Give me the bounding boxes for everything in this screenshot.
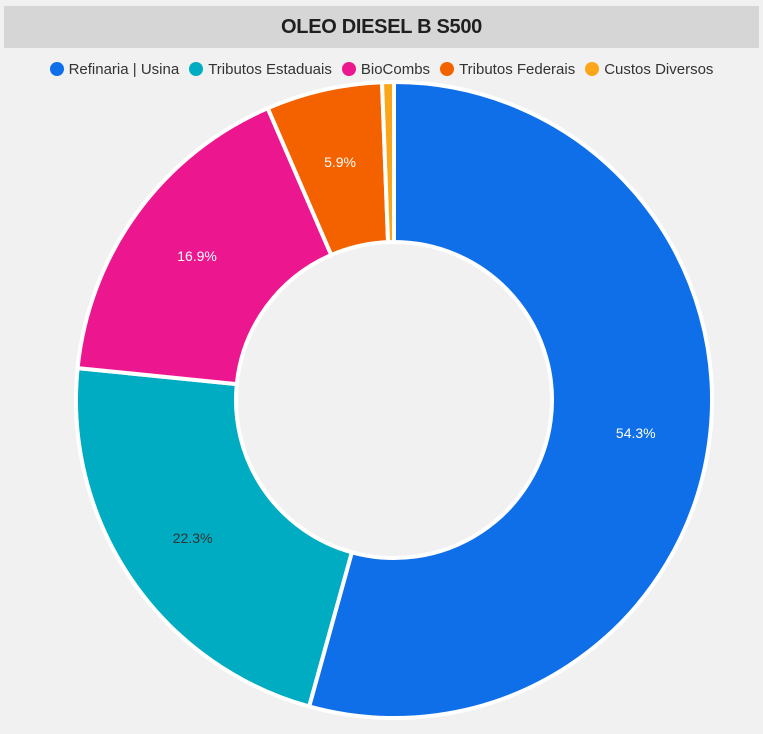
pie-slice[interactable] — [75, 106, 334, 387]
chart-title-bar: OLEO DIESEL B S500 — [4, 6, 759, 48]
legend-swatch — [49, 62, 64, 76]
legend-label: Refinaria | Usina — [68, 60, 180, 78]
pie-slice[interactable] — [380, 80, 396, 245]
legend-swatch — [440, 62, 455, 76]
legend-swatch — [341, 62, 356, 76]
legend-label: Tributos Estaduais — [208, 60, 332, 78]
pie-slice[interactable] — [307, 80, 714, 720]
legend-label: BioCombs — [360, 60, 431, 78]
legend-label: Tributos Federais — [459, 60, 576, 78]
slice-value-label: 16.9% — [177, 248, 217, 264]
slice-value-label: 54.3% — [616, 425, 656, 441]
chart-title: OLEO DIESEL B S500 — [281, 15, 482, 38]
chart-legend: Refinaria | Usina Tributos Estaduais BioCo… — [0, 56, 763, 82]
slice-value-label: 5.9% — [324, 154, 356, 170]
legend-label: Custos Diversos — [604, 60, 714, 78]
slice-value-label: 22.3% — [173, 530, 213, 546]
legend-item[interactable]: BioCombs — [341, 60, 431, 78]
legend-swatch — [189, 62, 204, 76]
pie-slice[interactable] — [74, 366, 354, 709]
legend-item[interactable]: Refinaria | Usina — [49, 60, 180, 78]
legend-item[interactable]: Custos Diversos — [585, 61, 713, 78]
legend-swatch — [585, 62, 600, 76]
legend-item[interactable]: Tributos Estaduais — [189, 61, 332, 78]
legend-item[interactable]: Tributos Federais — [440, 61, 575, 78]
